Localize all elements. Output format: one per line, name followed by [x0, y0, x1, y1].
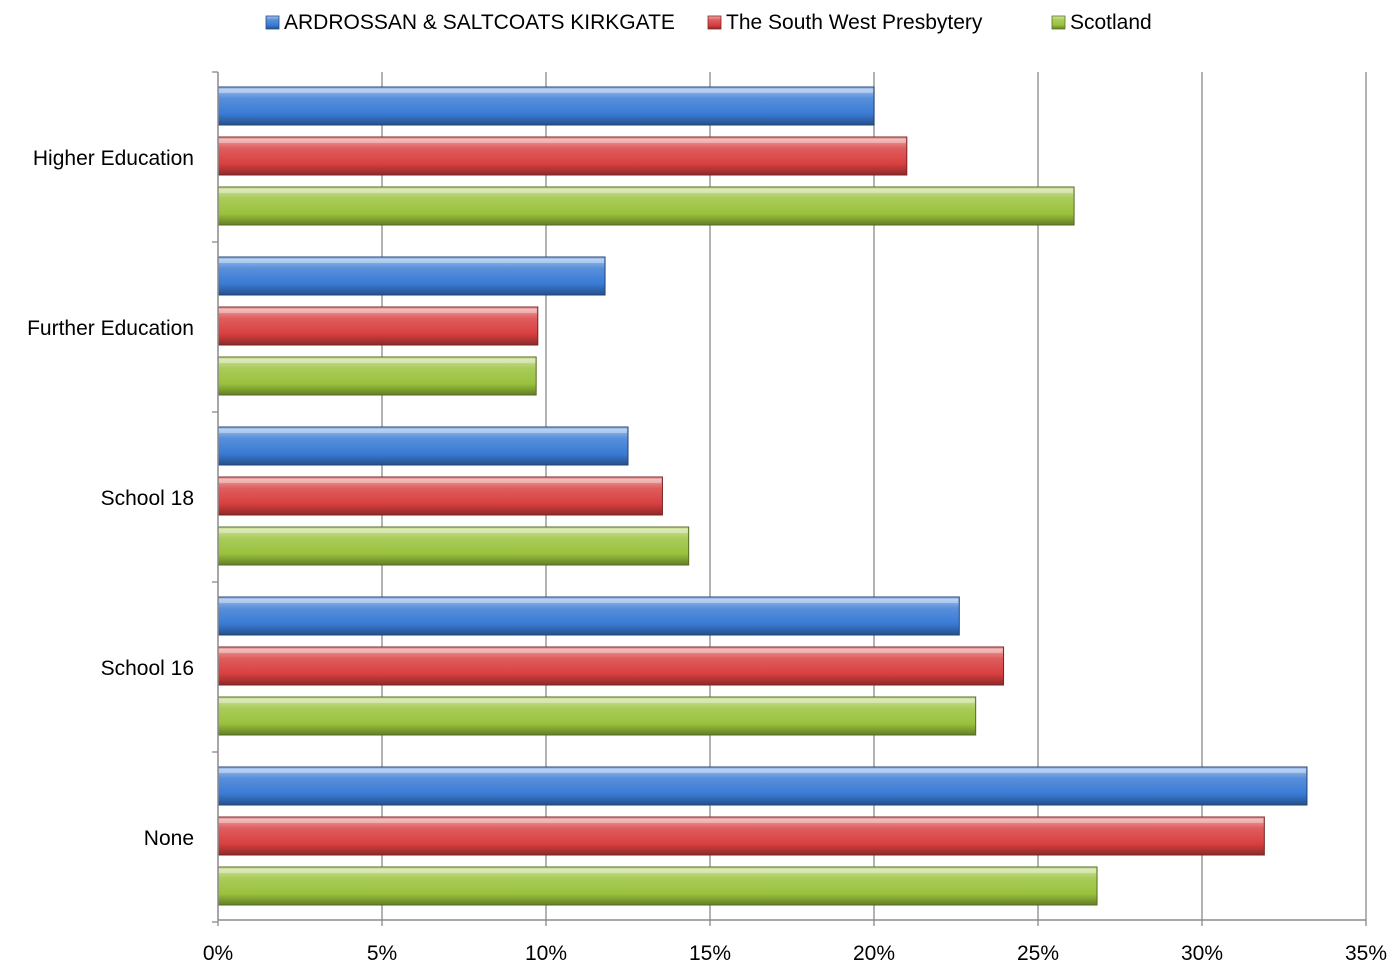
- x-tick-label: 0%: [203, 942, 233, 964]
- bar-highlight: [219, 359, 536, 363]
- bar-0-3: [217, 596, 960, 636]
- bar-highlight: [219, 429, 627, 433]
- bar-highlight: [219, 819, 1264, 823]
- bar-1-1: [217, 306, 539, 346]
- bar-2-3: [217, 696, 977, 736]
- bar-highlight: [219, 89, 873, 93]
- bar-highlight: [219, 259, 605, 263]
- category-label: Further Education: [27, 317, 194, 340]
- bar-2-0: [217, 186, 1075, 226]
- x-tick-label: 30%: [1181, 942, 1223, 964]
- x-tick-label: 5%: [367, 942, 397, 964]
- x-tick-label: 15%: [689, 942, 731, 964]
- x-tick-label: 20%: [853, 942, 895, 964]
- legend-label: Scotland: [1070, 11, 1152, 34]
- category-labels: Higher Education Further Education School …: [27, 147, 194, 850]
- bar-0-2: [217, 426, 629, 466]
- bar-1-3: [217, 646, 1005, 686]
- bar-1-2: [217, 476, 663, 516]
- bar-highlight: [219, 189, 1074, 193]
- category-label: Higher Education: [33, 147, 194, 170]
- bar-highlight: [219, 309, 537, 313]
- legend-label: ARDROSSAN & SALTCOATS KIRKGATE: [284, 11, 675, 34]
- bars: [217, 86, 1308, 906]
- bar-highlight: [219, 139, 906, 143]
- category-label: School 18: [101, 487, 194, 510]
- legend-swatch: [265, 15, 280, 30]
- bar-highlight: [219, 649, 1003, 653]
- bar-2-1: [217, 356, 537, 396]
- x-tick-labels: 0% 5% 10% 15% 20% 25% 30% 35%: [203, 942, 1387, 964]
- bar-highlight: [219, 699, 975, 703]
- bar-0-1: [217, 256, 606, 296]
- legend: ARDROSSAN & SALTCOATS KIRKGATE The South …: [265, 11, 1152, 34]
- category-label: School 16: [101, 657, 194, 680]
- bar-highlight: [219, 529, 688, 533]
- bar-2-2: [217, 526, 690, 566]
- legend-label: The South West Presbytery: [726, 11, 983, 34]
- category-label: None: [144, 827, 194, 850]
- axes: [212, 71, 1366, 923]
- bar-highlight: [219, 599, 959, 603]
- bar-highlight: [219, 479, 662, 483]
- bar-1-0: [217, 136, 908, 176]
- x-tick-label: 35%: [1345, 942, 1387, 964]
- bar-2-4: [217, 866, 1098, 906]
- bar-highlight: [219, 769, 1306, 773]
- legend-swatch: [1051, 15, 1066, 30]
- legend-swatch: [707, 15, 722, 30]
- x-tick-label: 25%: [1017, 942, 1059, 964]
- bar-highlight: [219, 869, 1097, 873]
- x-tick-label: 10%: [525, 942, 567, 964]
